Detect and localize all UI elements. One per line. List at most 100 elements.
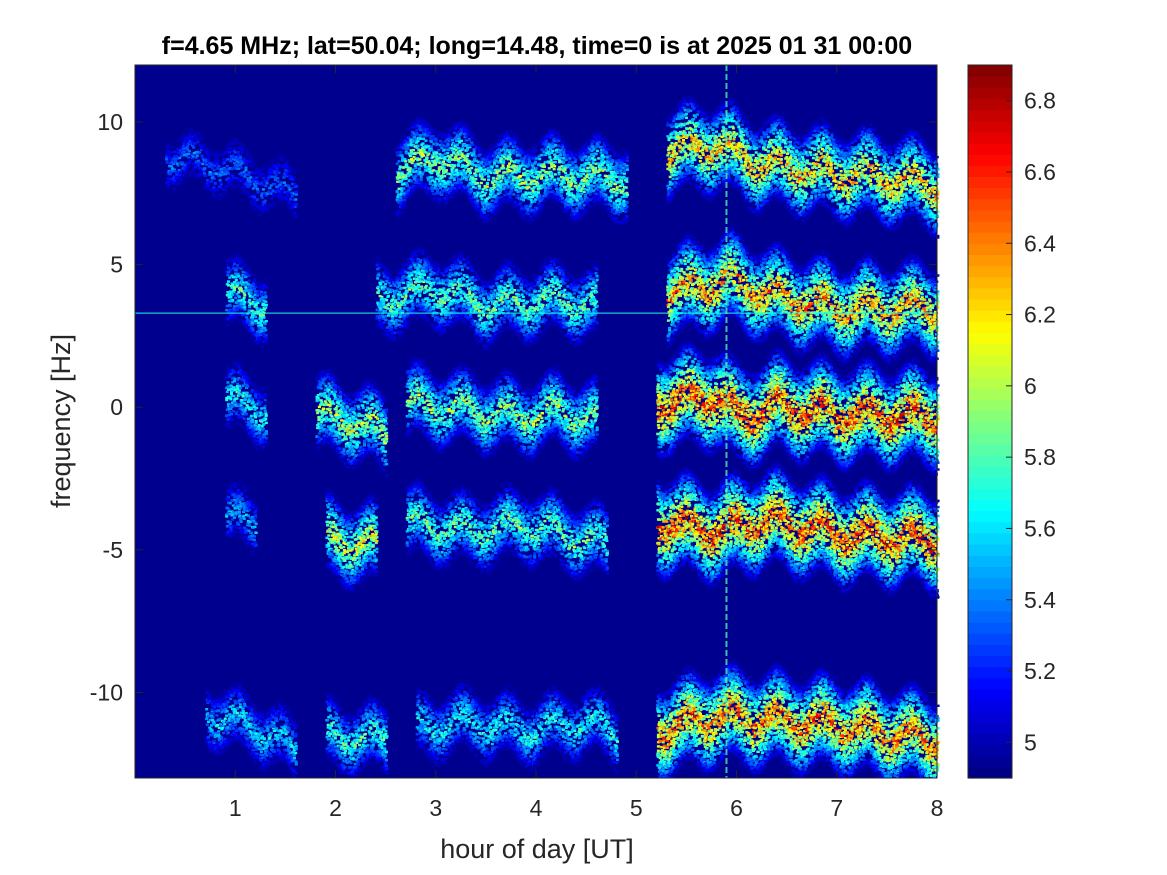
heatmap-cell [466, 175, 469, 178]
heatmap-cell [199, 173, 203, 176]
heatmap-cell [179, 145, 183, 148]
heatmap-cell [405, 163, 409, 166]
heatmap-cell [442, 160, 445, 163]
heatmap-cell [700, 117, 704, 121]
heatmap-cell [671, 177, 675, 181]
heatmap-cell [290, 207, 294, 210]
heatmap-cell [507, 144, 511, 148]
heatmap-cell [416, 151, 420, 154]
heatmap-cell [403, 158, 407, 161]
heatmap-cell [727, 170, 731, 174]
heatmap-cell [401, 156, 405, 159]
heatmap-cell [614, 217, 618, 220]
heatmap-cell [461, 124, 465, 128]
heatmap-cell [222, 153, 226, 156]
heatmap-cell [233, 147, 236, 150]
heatmap-cell [439, 178, 442, 181]
heatmap-cell [472, 163, 476, 167]
heatmap-cell [287, 186, 291, 189]
heatmap-cell [480, 177, 484, 181]
heatmap-cell [469, 132, 472, 135]
heatmap-cell [473, 193, 477, 196]
heatmap-cell [178, 175, 182, 178]
heatmap-cell [281, 188, 285, 191]
heatmap-cell [556, 132, 560, 135]
heatmap-cell [429, 136, 433, 140]
heatmap-cell [460, 119, 463, 122]
heatmap-cell [233, 151, 237, 154]
heatmap-cell [209, 150, 213, 153]
heatmap-cell [522, 186, 525, 189]
heatmap-cell [265, 163, 269, 166]
heatmap-cell [408, 195, 412, 198]
heatmap-cell [404, 175, 408, 178]
heatmap-cell [401, 147, 405, 150]
heatmap-cell [491, 190, 495, 193]
heatmap-cell [176, 170, 180, 174]
heatmap-cell [264, 192, 268, 195]
heatmap-cell [559, 206, 563, 210]
heatmap-cell [436, 202, 440, 205]
heatmap-cell [605, 151, 608, 154]
heatmap-cell [181, 161, 185, 164]
heatmap-cell [715, 130, 718, 133]
heatmap-cell [171, 145, 175, 149]
heatmap-cell [722, 115, 726, 118]
heatmap-cell [621, 188, 625, 191]
heatmap-cell [422, 135, 426, 138]
heatmap-cell [210, 180, 214, 183]
heatmap-cell [226, 179, 230, 182]
heatmap-cell [720, 146, 724, 149]
heatmap-cell [440, 154, 444, 157]
heatmap-cell [466, 186, 470, 190]
heatmap-cell [470, 183, 474, 186]
heatmap-cell [250, 165, 254, 168]
heatmap-cell [715, 125, 719, 128]
heatmap-cell [452, 126, 456, 130]
heatmap-cell [717, 192, 721, 195]
heatmap-cell [252, 197, 256, 200]
heatmap-cell [462, 169, 466, 172]
heatmap-cell [251, 207, 255, 211]
heatmap-cell [466, 146, 470, 149]
heatmap-cell [574, 220, 578, 223]
heatmap-cell [246, 185, 250, 189]
heatmap-cell [575, 209, 579, 212]
heatmap-cell [213, 194, 217, 197]
heatmap-cell [458, 139, 462, 143]
heatmap-cell [508, 153, 512, 156]
heatmap-cell [699, 173, 703, 176]
heatmap-cell [679, 125, 683, 128]
heatmap-cell [433, 180, 437, 183]
heatmap-cell [434, 185, 438, 188]
heatmap-cell [445, 200, 448, 204]
heatmap-cell [175, 139, 179, 142]
heatmap-cell [523, 150, 527, 153]
heatmap-cell [190, 170, 194, 173]
heatmap-cell [289, 202, 292, 205]
heatmap-cell [463, 132, 466, 136]
heatmap-cell [622, 175, 626, 179]
heatmap-cell [496, 208, 500, 211]
heatmap-cell [235, 139, 239, 142]
heatmap-cell [613, 151, 617, 155]
heatmap-cell [237, 156, 241, 159]
heatmap-cell [210, 166, 214, 170]
heatmap-cell [586, 151, 590, 154]
heatmap-cell [401, 177, 405, 181]
heatmap-cell [248, 154, 252, 158]
heatmap-cell [546, 197, 550, 200]
heatmap-cell [444, 202, 448, 205]
heatmap-cell [609, 183, 613, 186]
heatmap-cell [172, 182, 176, 185]
heatmap-cell [473, 192, 477, 195]
heatmap-cell [188, 159, 192, 163]
heatmap-cell [679, 136, 683, 139]
heatmap-cell [534, 218, 538, 221]
heatmap-cell [405, 164, 409, 168]
heatmap-cell [482, 165, 486, 168]
heatmap-cell [195, 137, 199, 140]
heatmap-cell [260, 196, 264, 199]
heatmap-cell [401, 159, 405, 162]
heatmap-cell [705, 149, 709, 152]
